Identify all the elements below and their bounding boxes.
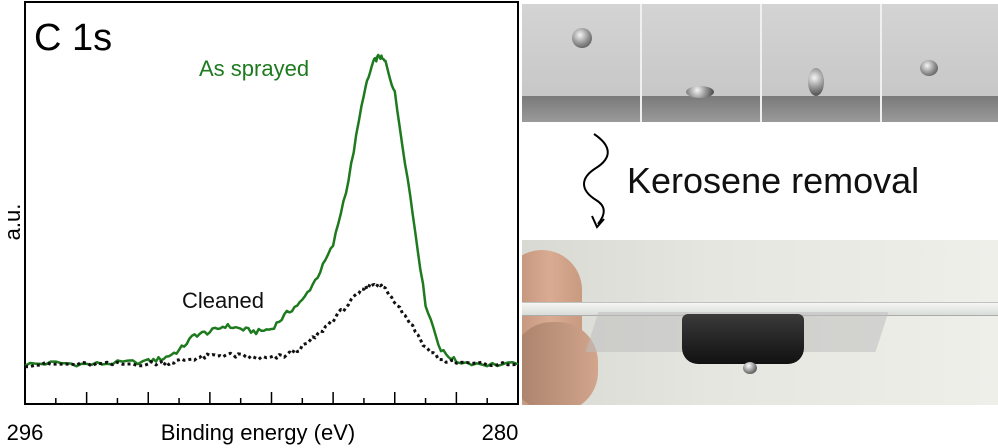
droplet (686, 86, 714, 98)
frame-droplet-rebound (762, 4, 880, 122)
finger (522, 322, 598, 405)
droplet-bounce-photo-strip (522, 4, 998, 122)
droplet (572, 28, 592, 48)
x-tick-label-280: 280 (482, 420, 519, 445)
series-layer (24, 53, 519, 369)
series-line-cleaned (24, 282, 519, 369)
droplet (920, 60, 938, 76)
hanging-droplet (743, 362, 757, 374)
frame-droplet-bounce (882, 4, 998, 122)
wavy-arrow-icon (583, 133, 609, 229)
x-tick-label-296: 296 (7, 420, 44, 445)
kerosene-removal-caption: Kerosene removal (627, 160, 920, 201)
y-axis-label: a.u. (0, 204, 25, 241)
x-axis-label: Binding energy (eV) (161, 420, 355, 445)
frame-droplet-falling (522, 4, 640, 122)
black-sample (682, 314, 804, 364)
annotation-as-sprayed: As sprayed (199, 56, 309, 81)
droplet (808, 68, 824, 96)
annotation-cleaned: Cleaned (182, 288, 264, 313)
x-ticks (24, 392, 519, 404)
device-on-glass-photo (522, 240, 998, 405)
panel-label: C 1s (34, 17, 112, 59)
series-line-as-sprayed (24, 53, 519, 368)
frame-droplet-impact (642, 4, 760, 122)
xps-chart: C 1s As sprayed Cleaned a.u. Binding ene… (0, 1, 519, 445)
